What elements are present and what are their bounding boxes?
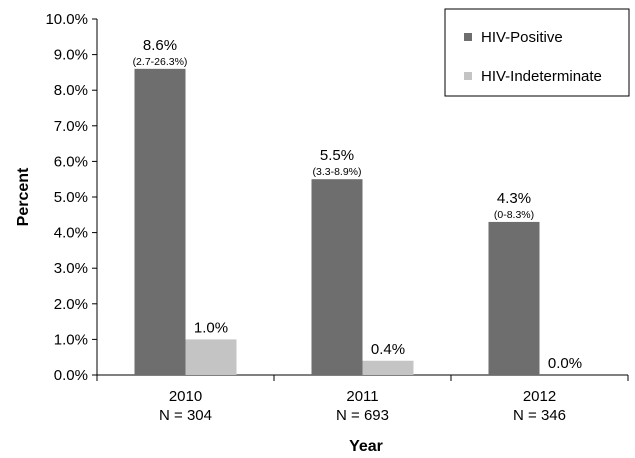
bar <box>488 221 540 375</box>
legend-swatch-hiv-positive <box>464 33 472 41</box>
data-label: 5.5% <box>320 147 354 164</box>
ci-label: (0-8.3%) <box>494 209 534 221</box>
y-axis-title: Percent <box>15 167 32 226</box>
ci-label: (3.3-8.9%) <box>312 166 361 178</box>
x-category-n-label: N = 346 <box>513 407 566 424</box>
y-tick-label: 0.0% <box>54 367 88 384</box>
y-tick-label: 1.0% <box>54 331 88 348</box>
y-tick-label: 4.0% <box>54 225 88 242</box>
y-tick-label: 5.0% <box>54 189 88 206</box>
data-label: 4.3% <box>497 190 531 207</box>
bar <box>362 360 414 375</box>
bar <box>134 68 186 375</box>
y-tick-label: 2.0% <box>54 296 88 313</box>
y-tick-label: 3.0% <box>54 260 88 277</box>
y-axis: 0.0% 1.0% 2.0% 3.0% 4.0% 5.0% 6.0% 7.0% 8.0% 9.0%… <box>45 11 98 384</box>
x-category-label: 2011 <box>346 388 378 405</box>
data-label: 0.0% <box>548 355 582 372</box>
x-category-n-label: N = 693 <box>336 407 389 424</box>
x-category-label: 2012 <box>523 388 556 405</box>
ci-label: (2.7-26.3%) <box>133 56 188 68</box>
axis-titles: Year Percent <box>15 167 383 455</box>
legend-swatch-hiv-indeterminate <box>464 72 472 80</box>
bar <box>185 339 237 375</box>
legend-label-hiv-indeterminate: HIV-Indeterminate <box>481 68 602 85</box>
y-tick-label: 7.0% <box>54 118 88 135</box>
data-label: 0.4% <box>371 341 405 358</box>
legend: HIV-Positive HIV-Indeterminate <box>444 8 630 97</box>
data-labels: 8.6% (2.7-26.3%) 1.0% 5.5% (3.3-8.9%) 0.4% 4.3… <box>133 37 583 372</box>
legend-box <box>444 8 630 97</box>
x-axis: 2010 N = 304 2011 N = 693 2012 N = 346 <box>96 374 629 424</box>
y-tick-label: 8.0% <box>54 82 88 99</box>
x-axis-title: Year <box>349 438 383 455</box>
data-label: 1.0% <box>194 319 228 336</box>
bar <box>311 179 363 375</box>
y-tick-label: 6.0% <box>54 153 88 170</box>
y-tick-label: 10.0% <box>45 11 88 28</box>
legend-label-hiv-positive: HIV-Positive <box>481 29 563 46</box>
x-category-label: 2010 <box>169 388 202 405</box>
x-category-n-label: N = 304 <box>159 407 212 424</box>
y-tick-label: 9.0% <box>54 47 88 64</box>
data-label: 8.6% <box>143 37 177 54</box>
bars <box>134 68 540 375</box>
